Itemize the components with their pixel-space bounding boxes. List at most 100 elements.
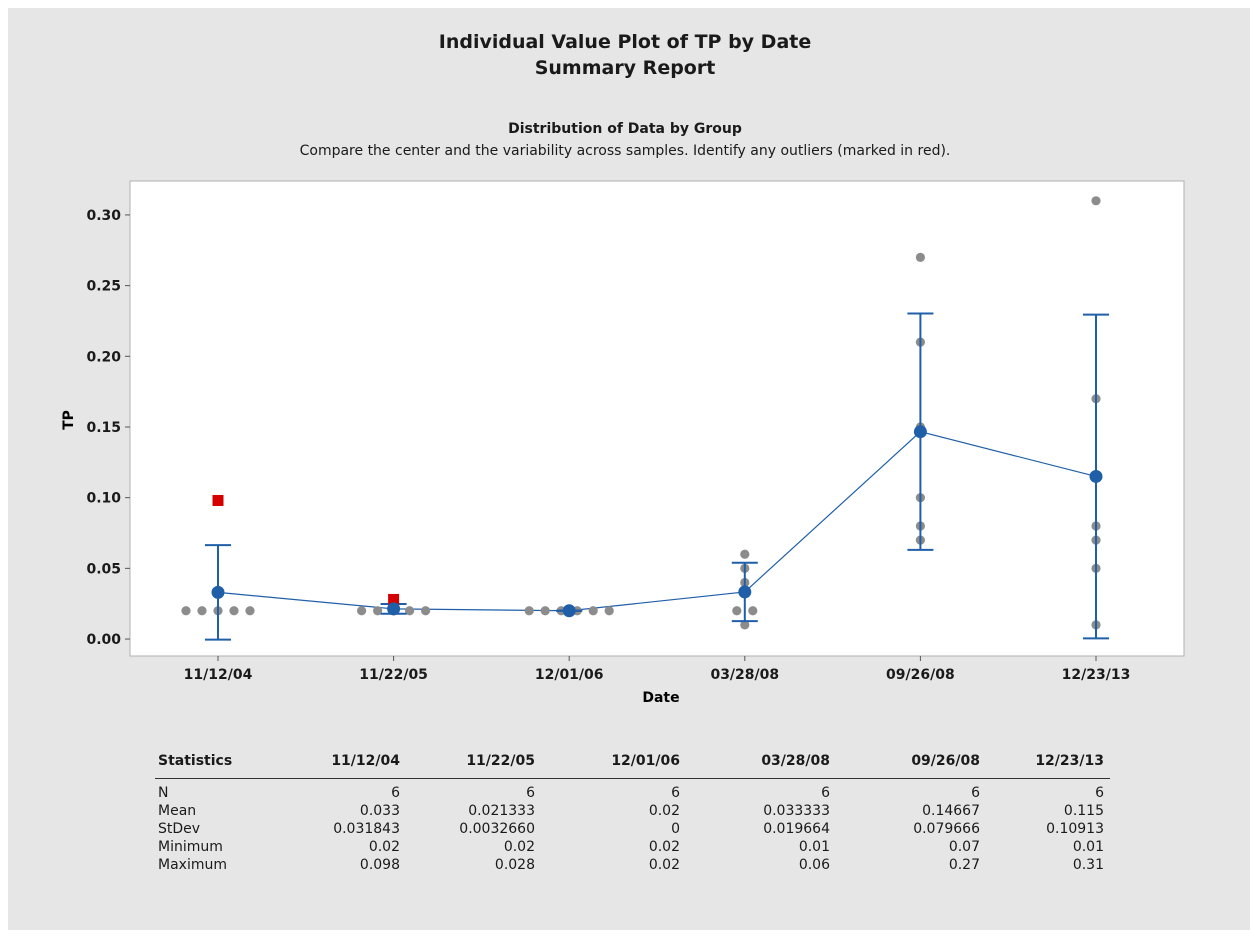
stats-cell: 6 [1095, 785, 1104, 801]
data-point [740, 549, 750, 559]
y-axis-label: TP [61, 410, 77, 430]
mean-point [738, 585, 752, 599]
stats-cell: 0.028 [494, 857, 535, 873]
mean-point [387, 602, 401, 616]
stats-cell: 0.06 [798, 857, 830, 873]
x-tick-label: 11/22/05 [359, 667, 428, 683]
stats-cell: 0.14667 [922, 803, 980, 819]
y-tick-label: 0.10 [86, 491, 121, 507]
stats-header-cell: 11/22/05 [466, 753, 535, 769]
x-tick-label: 12/01/06 [535, 667, 604, 683]
y-tick-label: 0.30 [86, 208, 121, 224]
stats-cell: 0.019664 [763, 821, 830, 837]
stats-cell: 0.01 [1072, 839, 1104, 855]
stats-header-cell: 12/23/13 [1035, 753, 1104, 769]
data-point [245, 606, 255, 616]
stats-header-row: Statistics 11/12/04 11/22/05 12/01/06 03… [155, 748, 1110, 779]
data-point [357, 606, 367, 616]
stats-cell: 0.098 [359, 857, 400, 873]
y-tick-label: 0.05 [86, 561, 121, 577]
y-axis: 0.00 0.05 0.10 0.15 0.20 0.25 0.30 [86, 208, 130, 648]
stats-cell: 0.115 [1063, 803, 1104, 819]
stats-row-stdev: StDev 0.031843 0.0032660 0 0.019664 0.07… [155, 821, 1110, 839]
stats-cell: 0 [671, 821, 680, 837]
stats-row-label: N [158, 785, 169, 801]
stats-cell: 6 [526, 785, 535, 801]
plot-area [129, 180, 1185, 657]
data-point [604, 606, 614, 616]
data-point [405, 606, 415, 616]
stats-cell: 0.01 [798, 839, 830, 855]
stats-row-n: N 6 6 6 6 6 6 [155, 785, 1110, 803]
stats-cell: 6 [971, 785, 980, 801]
individual-value-plot: 0.000.050.100.150.200.250.30 11/12/04 11/… [61, 180, 1185, 706]
stats-cell: 0.0032660 [459, 821, 535, 837]
stats-cell: 0.02 [503, 839, 535, 855]
stats-cell: 6 [821, 785, 830, 801]
mean-connect-line [217, 431, 1097, 612]
data-point [197, 606, 207, 616]
y-tick-label: 0.25 [86, 279, 121, 295]
stats-header-cell: 09/26/08 [911, 753, 980, 769]
stats-cell: 0.31 [1072, 857, 1104, 873]
y-tick-label: 0.00 [86, 632, 121, 648]
outlier-point [388, 593, 400, 605]
report-subtitle: Summary Report [534, 57, 716, 79]
stats-cell: 0.27 [948, 857, 980, 873]
stats-row-minimum: Minimum 0.02 0.02 0.02 0.01 0.07 0.01 [155, 839, 1110, 857]
data-point [524, 606, 534, 616]
data-point [740, 620, 750, 630]
stats-header-cell: 12/01/06 [611, 753, 680, 769]
stats-row-label: StDev [158, 821, 201, 837]
x-tick-label: 09/26/08 [886, 667, 955, 683]
stats-row-maximum: Maximum 0.098 0.028 0.02 0.06 0.27 0.31 [155, 857, 1110, 875]
stats-row-label: Minimum [158, 839, 223, 855]
stats-cell: 0.02 [368, 839, 400, 855]
data-point [373, 606, 383, 616]
mean-point [562, 604, 576, 618]
mean-point [211, 585, 225, 599]
y-tick-label: 0.15 [86, 420, 121, 436]
outlier-point [212, 494, 224, 506]
x-axis-label: Date [642, 690, 679, 706]
x-axis: 11/12/04 11/22/05 12/01/06 03/28/08 09/26/08… [184, 656, 1131, 683]
stats-cell: 6 [391, 785, 400, 801]
x-tick-label: 11/12/04 [184, 667, 253, 683]
stats-cell: 0.02 [648, 839, 680, 855]
report-title: Individual Value Plot of TP by Date [438, 31, 812, 53]
stats-cell: 0.079666 [913, 821, 980, 837]
stats-header-cell: 03/28/08 [761, 753, 830, 769]
data-point [915, 252, 926, 262]
stats-row-mean: Mean 0.033 0.021333 0.02 0.033333 0.1466… [155, 803, 1110, 821]
data-point [421, 606, 431, 616]
stats-cell: 6 [671, 785, 680, 801]
mean-point [913, 425, 927, 439]
stats-cell: 0.021333 [468, 803, 535, 819]
stats-cell: 0.033333 [763, 803, 830, 819]
mean-point [1089, 469, 1103, 483]
y-tick-label: 0.20 [86, 349, 121, 365]
data-point [1091, 196, 1101, 206]
stats-row-label: Mean [158, 803, 197, 819]
plot-caption: Compare the center and the variability a… [299, 143, 951, 159]
data-point [540, 606, 550, 616]
stats-header-cell: 11/12/04 [331, 753, 400, 769]
data-point [732, 606, 742, 616]
data-point [229, 606, 239, 616]
stats-cell: 0.02 [648, 857, 680, 873]
data-point [748, 606, 758, 616]
stats-cell: 0.02 [648, 803, 680, 819]
stats-cell: 0.031843 [333, 821, 400, 837]
stats-cell: 0.07 [948, 839, 980, 855]
plot-marks [181, 196, 1109, 641]
stats-row-label: Maximum [158, 857, 227, 873]
plot-heading: Distribution of Data by Group [508, 121, 742, 137]
x-tick-label: 12/23/13 [1062, 667, 1131, 683]
data-point [588, 606, 598, 616]
stats-header-label: Statistics [158, 753, 233, 769]
x-tick-label: 03/28/08 [710, 667, 779, 683]
data-point [181, 606, 191, 616]
statistics-table: Statistics 11/12/04 11/22/05 12/01/06 03… [155, 748, 1110, 875]
stats-cell: 0.033 [359, 803, 400, 819]
stats-cell: 0.10913 [1046, 821, 1104, 837]
